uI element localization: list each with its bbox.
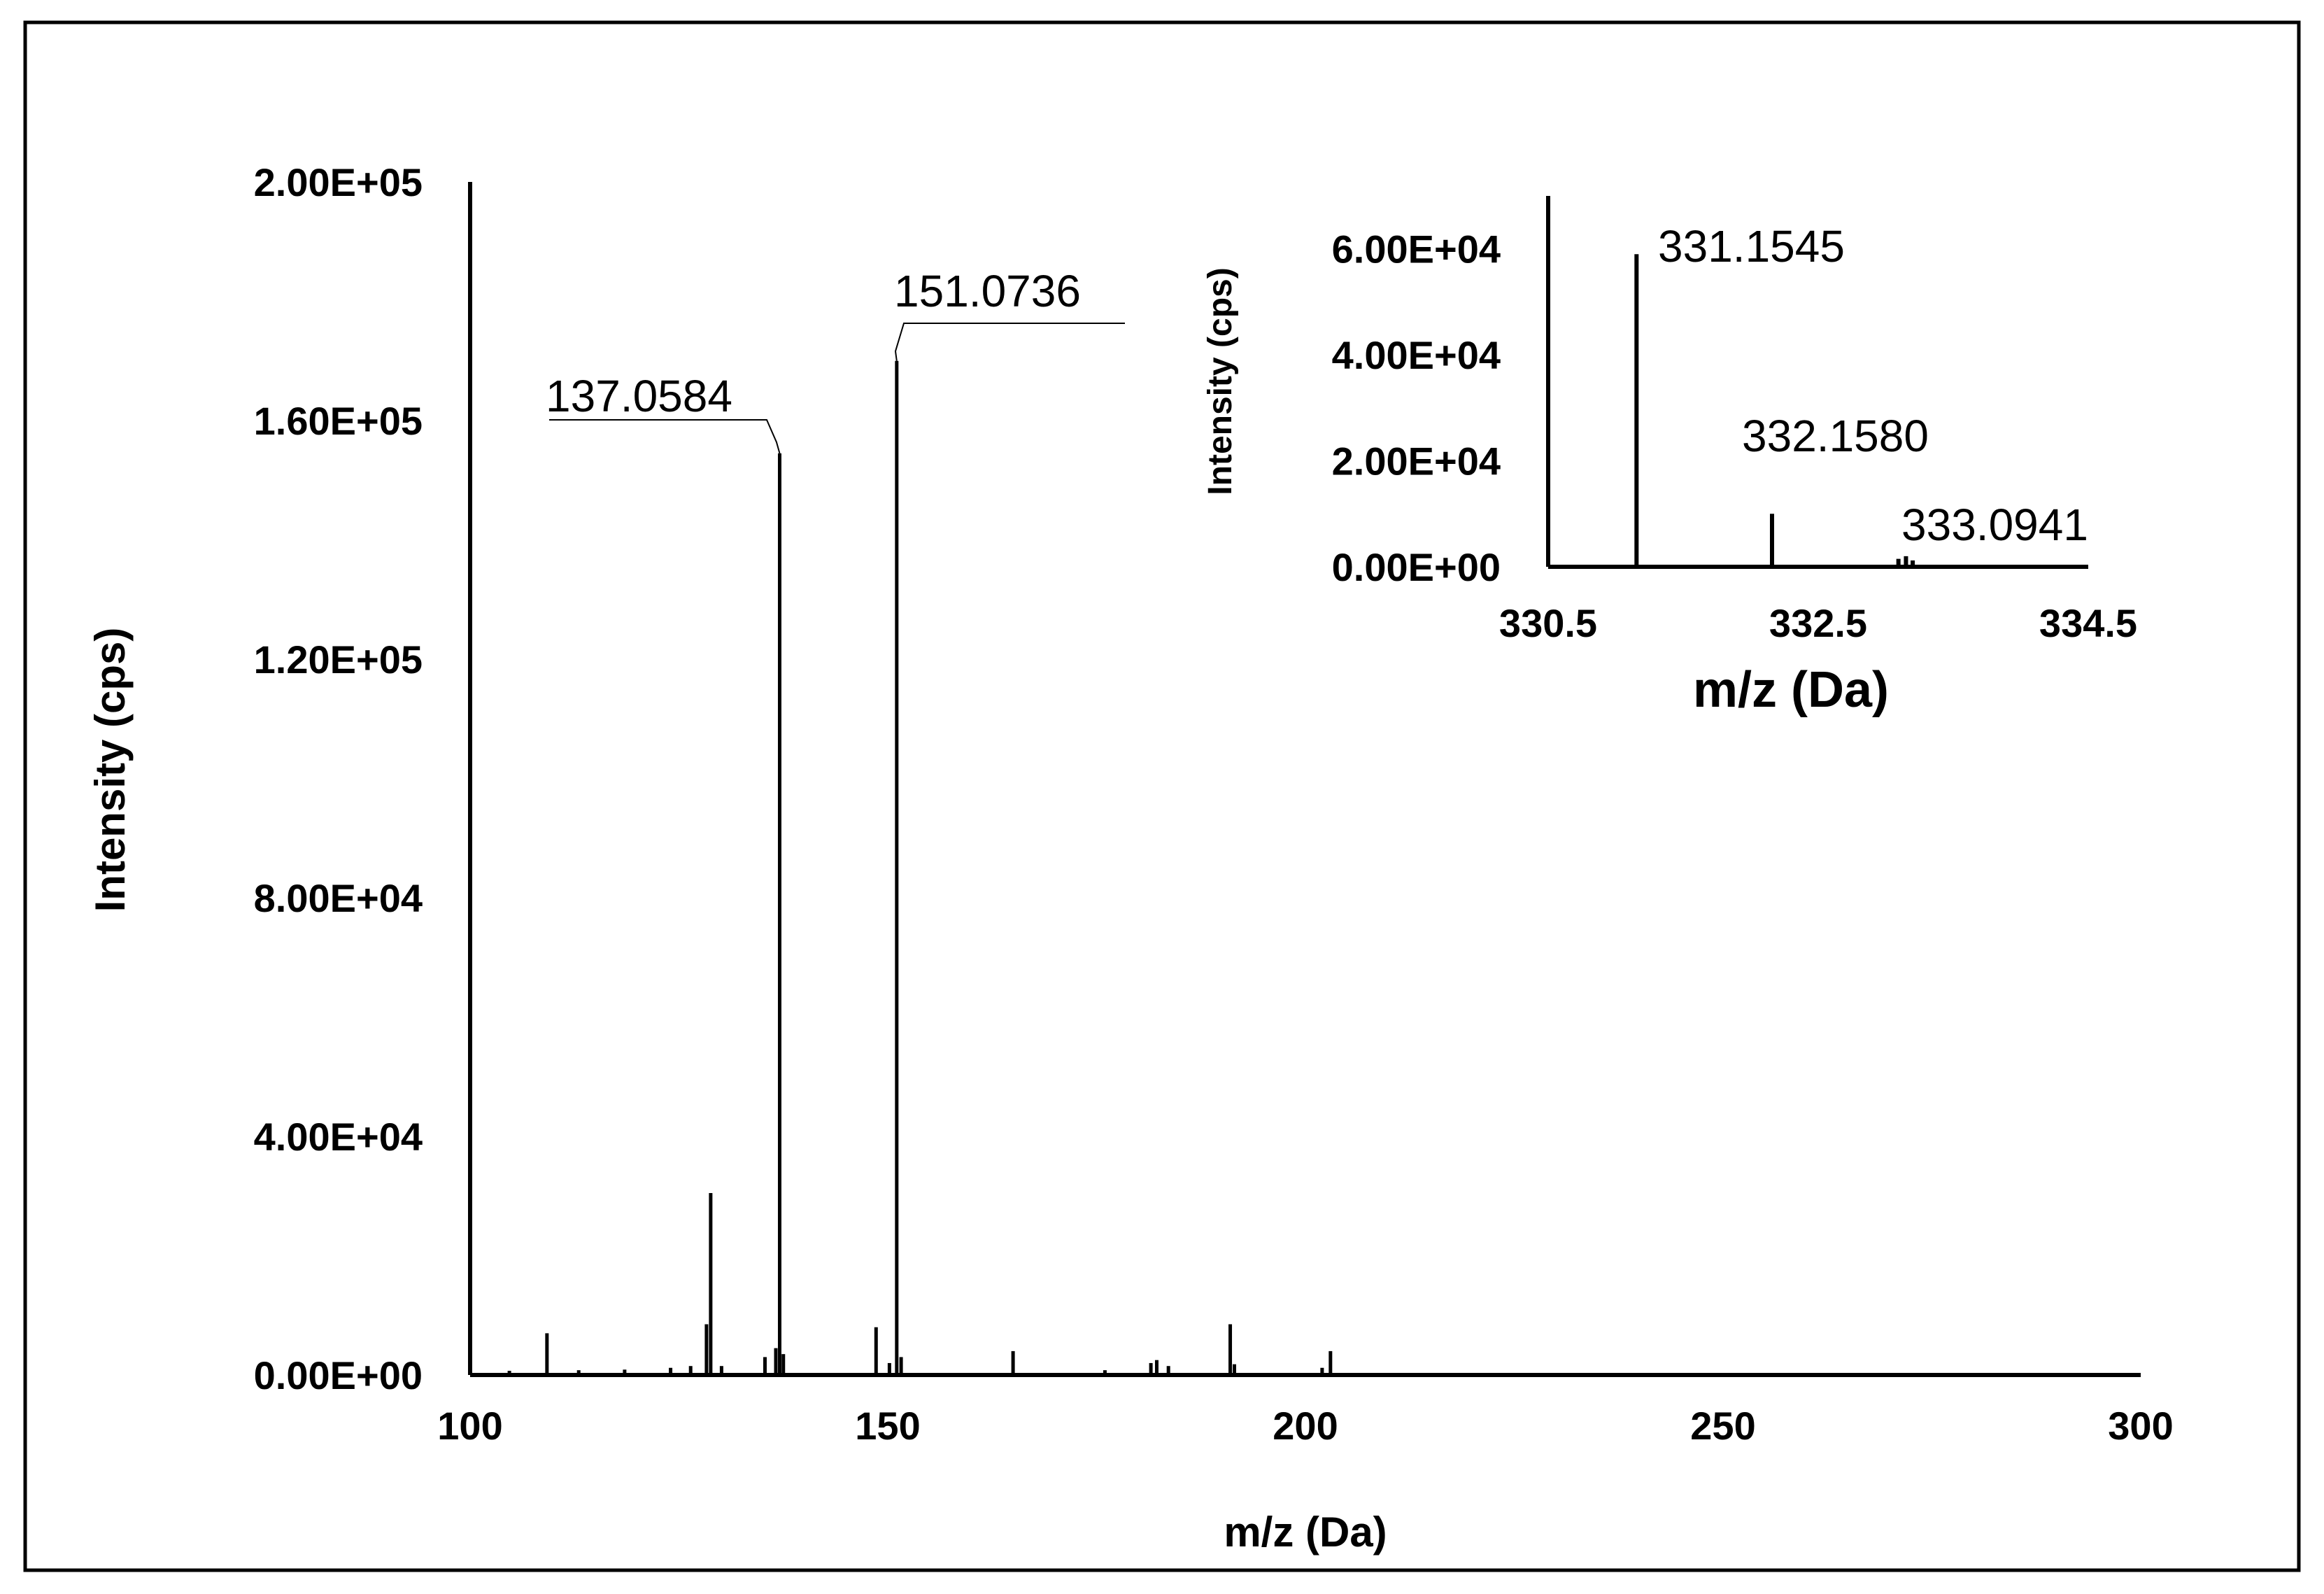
inset-y-tick-label: 2.00E+04 <box>1332 439 1501 484</box>
main-annotations: 137.0584 151.0736 <box>546 266 1125 454</box>
inset-x-tick-label: 332.5 <box>1769 601 1867 645</box>
inset-x-tick-label: 330.5 <box>1499 601 1597 645</box>
main-y-tick-label: 1.60E+05 <box>254 399 423 443</box>
main-y-tick-label: 1.20E+05 <box>254 637 423 682</box>
main-annotation-leader <box>549 419 781 454</box>
main-x-tick-label: 250 <box>1690 1404 1755 1448</box>
inset-peak-annotation: 332.1580 <box>1742 411 1929 461</box>
main-x-axis-title: m/z (Da) <box>1224 1509 1387 1556</box>
inset-chart: 0.00E+002.00E+044.00E+046.00E+04 330.5 33… <box>1202 196 2137 718</box>
inset-y-tick-label: 0.00E+00 <box>1332 545 1501 589</box>
inset-y-axis-title: Intensity (cps) <box>1202 267 1239 495</box>
inset-x-axis-title: m/z (Da) <box>1693 662 1889 718</box>
main-annotation-leader <box>894 323 1125 361</box>
main-y-tick-label: 0.00E+00 <box>254 1353 423 1397</box>
main-x-ticks: 100 150 200 250 300 <box>437 1404 2173 1448</box>
main-y-ticks: 0.00E+00 4.00E+04 8.00E+04 1.20E+05 1.60E+05… <box>254 160 423 1397</box>
main-chart: 0.00E+00 4.00E+04 8.00E+04 1.20E+05 1.60E+05… <box>87 160 2174 1556</box>
main-x-tick-label: 150 <box>855 1404 920 1448</box>
main-peak-annotation: 137.0584 <box>546 371 732 421</box>
main-peak-annotation: 151.0736 <box>894 266 1081 316</box>
main-x-tick-label: 200 <box>1273 1404 1338 1448</box>
figure-frame <box>23 20 2301 1572</box>
main-y-tick-label: 2.00E+05 <box>254 160 423 204</box>
inset-y-ticks: 0.00E+00 2.00E+04 4.00E+04 6.00E+04 <box>1332 227 1501 589</box>
main-x-tick-label: 300 <box>2108 1404 2173 1448</box>
inset-peak-annotation: 331.1545 <box>1658 221 1845 271</box>
main-peaks <box>507 360 1333 1375</box>
inset-y-tick-label: 6.00E+04 <box>1332 227 1501 271</box>
inset-x-ticks: 330.5 332.5 334.5 <box>1499 601 2137 645</box>
main-x-tick-label: 100 <box>437 1404 502 1448</box>
main-y-tick-label: 8.00E+04 <box>254 876 423 920</box>
main-y-tick-label: 4.00E+04 <box>254 1115 423 1159</box>
inset-y-tick-label: 4.00E+04 <box>1332 333 1501 377</box>
inset-annotations: 331.1545 332.1580 333.0941 <box>1658 221 2088 550</box>
main-y-axis-title: Intensity (cps) <box>87 628 134 912</box>
inset-peak-annotation: 333.0941 <box>1901 500 2088 550</box>
inset-x-tick-label: 334.5 <box>2039 601 2137 645</box>
